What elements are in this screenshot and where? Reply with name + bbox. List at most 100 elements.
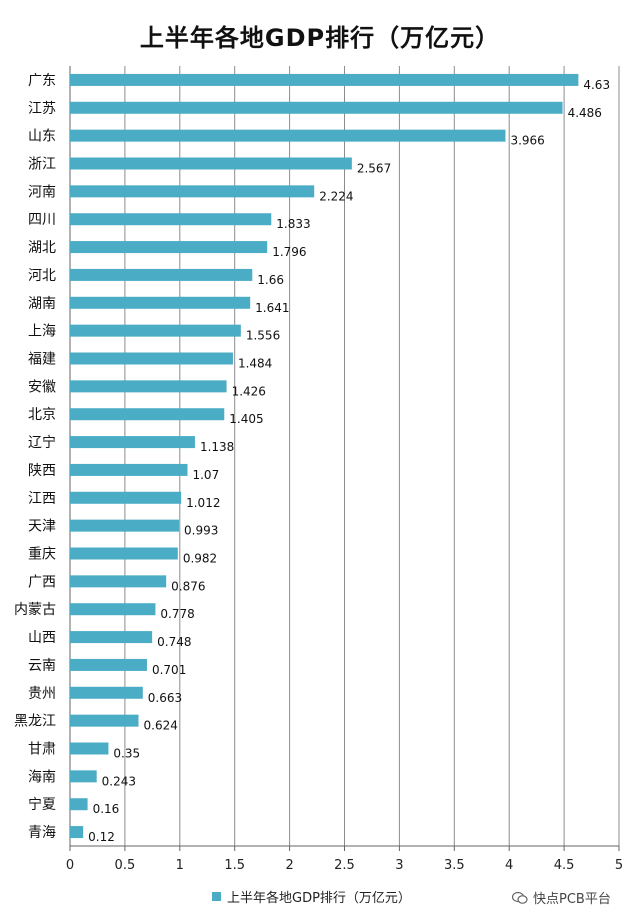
bar (70, 798, 88, 811)
category-label: 山东 (28, 129, 56, 145)
category-label: 北京 (28, 407, 56, 423)
value-label: 1.833 (276, 217, 310, 231)
category-label: 广西 (28, 574, 56, 590)
legend-label: 上半年各地GDP排行（万亿元） (227, 891, 411, 906)
bar (70, 324, 241, 337)
bar (70, 631, 153, 644)
value-label: 1.66 (257, 273, 284, 287)
bar (70, 547, 178, 560)
category-label: 青海 (28, 825, 56, 841)
value-label: 0.778 (160, 607, 194, 621)
value-label: 4.486 (568, 106, 602, 120)
category-label: 贵州 (28, 686, 56, 702)
watermark-text: 快点PCB平台 (533, 892, 611, 907)
bar (70, 770, 97, 783)
category-label: 福建 (28, 352, 56, 368)
value-labels: 4.63 4.486 3.966 2.567 2.224 1.833 1.796 1.66 1.… (88, 78, 610, 844)
value-label: 0.35 (113, 747, 140, 761)
bar (70, 436, 195, 449)
value-label: 1.012 (186, 496, 220, 510)
category-label: 山西 (28, 630, 56, 646)
value-label: 4.63 (583, 78, 610, 92)
bar (70, 213, 272, 226)
x-tick-label: 1 (176, 858, 184, 873)
x-tick-label: 3.5 (444, 858, 465, 873)
category-labels: 广东江苏山东浙江河南四川湖北河北湖南上海福建安徽北京辽宁陕西江西天津重庆广西内蒙… (14, 73, 56, 841)
category-label: 辽宁 (28, 434, 56, 451)
category-label: 河南 (28, 184, 56, 200)
bar (70, 714, 139, 727)
x-tick-label: 0.5 (115, 858, 136, 873)
value-label: 2.224 (319, 189, 353, 203)
bar (70, 268, 253, 281)
legend: 上半年各地GDP排行（万亿元） (212, 887, 411, 906)
chart-title: 上半年各地GDP排行（万亿元） (139, 24, 501, 52)
watermark: 快点PCB平台 (511, 888, 611, 907)
category-label: 宁夏 (28, 796, 56, 813)
value-label: 3.966 (510, 134, 544, 148)
category-label: 云南 (28, 658, 56, 674)
value-label: 0.701 (152, 663, 186, 677)
value-label: 0.876 (171, 579, 205, 593)
category-label: 重庆 (28, 547, 56, 563)
bar (70, 380, 227, 393)
bar (70, 463, 188, 476)
bar (70, 826, 84, 839)
category-label: 天津 (28, 519, 56, 535)
category-label: 陕西 (28, 463, 56, 479)
x-tick-label: 2 (285, 858, 293, 873)
category-label: 江苏 (28, 101, 56, 117)
bar (70, 241, 268, 254)
value-label: 0.982 (183, 552, 217, 566)
value-label: 0.12 (88, 830, 115, 844)
bar (70, 296, 251, 309)
category-label: 安徽 (28, 379, 56, 395)
category-label: 四川 (28, 212, 56, 228)
value-label: 0.16 (93, 802, 120, 816)
value-label: 1.426 (232, 384, 266, 398)
value-label: 1.641 (255, 301, 289, 315)
bar (70, 658, 147, 671)
x-tick-label: 4 (505, 858, 513, 873)
value-label: 1.484 (238, 357, 272, 371)
bar (70, 408, 225, 421)
value-label: 1.405 (229, 412, 263, 426)
category-label: 内蒙古 (14, 602, 56, 618)
x-tick-label: 3 (395, 858, 403, 873)
category-label: 江西 (28, 491, 56, 507)
bar (70, 157, 352, 170)
value-label: 0.663 (148, 691, 182, 705)
bar (70, 742, 109, 755)
value-label: 0.993 (184, 524, 218, 538)
x-tick-label: 2.5 (334, 858, 355, 873)
bar (70, 686, 143, 699)
value-label: 2.567 (357, 162, 391, 176)
category-label: 湖北 (28, 240, 56, 256)
bars (70, 73, 579, 839)
bar (70, 185, 315, 198)
category-label: 湖南 (28, 296, 56, 312)
bar (70, 519, 180, 532)
bar (70, 575, 167, 588)
bar (70, 73, 579, 86)
x-tick-label: 5 (615, 858, 623, 873)
category-label: 上海 (28, 324, 56, 340)
category-label: 海南 (28, 769, 56, 785)
value-label: 0.243 (102, 774, 136, 788)
value-label: 1.556 (246, 329, 280, 343)
bar (70, 603, 156, 616)
bar (70, 129, 506, 142)
value-label: 1.138 (200, 440, 234, 454)
value-label: 1.07 (192, 468, 219, 482)
legend-swatch (212, 892, 221, 901)
x-axis-ticks: 0 0.5 1 1.5 2 2.5 3 3.5 4 4.5 5 (66, 846, 623, 873)
x-tick-label: 0 (66, 858, 74, 873)
value-label: 0.624 (144, 719, 178, 733)
x-tick-label: 4.5 (554, 858, 575, 873)
value-label: 0.748 (157, 635, 191, 649)
bar (70, 101, 563, 114)
category-label: 河北 (28, 268, 56, 284)
category-label: 广东 (28, 73, 56, 89)
x-tick-label: 1.5 (224, 858, 245, 873)
